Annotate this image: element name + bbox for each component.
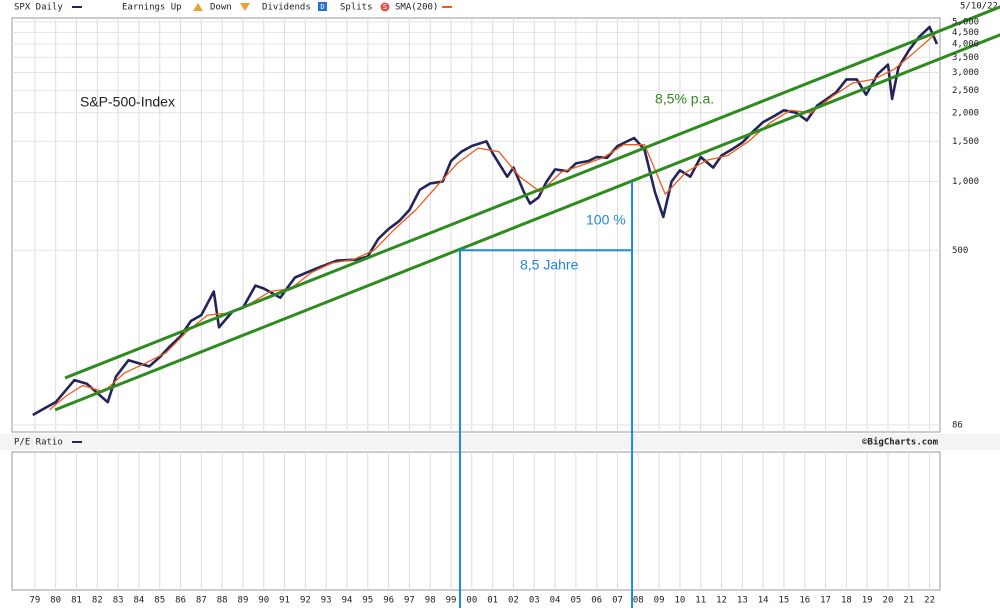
y-tick-label: 4,000 <box>952 40 979 50</box>
x-tick-label: 94 <box>342 596 353 606</box>
x-tick-label: 95 <box>362 596 373 606</box>
y-tick-label: 4,500 <box>952 28 979 38</box>
x-tick-label: 93 <box>321 596 332 606</box>
trendline <box>64 5 1000 380</box>
date-label: 5/10/22 <box>960 2 998 12</box>
credit: ©BigCharts.com <box>862 437 938 448</box>
x-tick-label: 04 <box>550 596 561 606</box>
lower-panel-title: P/E Ratio <box>14 438 63 448</box>
x-tick-label: 13 <box>737 596 748 606</box>
dividends-icon <box>318 2 327 11</box>
x-tick-label: 18 <box>841 596 852 606</box>
x-tick-label: 21 <box>903 596 914 606</box>
rise-label: 100 % <box>586 212 626 228</box>
x-tick-label: 10 <box>674 596 685 606</box>
trendline <box>54 33 1000 412</box>
x-tick-label: 19 <box>862 596 873 606</box>
x-tick-label: 22 <box>924 596 935 606</box>
x-tick-label: 84 <box>134 596 145 606</box>
x-tick-label: 06 <box>591 596 602 606</box>
x-tick-label: 90 <box>258 596 269 606</box>
x-tick-label: 20 <box>883 596 894 606</box>
x-tick-label: 98 <box>425 596 436 606</box>
earnings-down-icon <box>240 3 250 11</box>
x-tick-label: 86 <box>175 596 186 606</box>
x-tick-label: 89 <box>238 596 249 606</box>
y-tick-label: 1,000 <box>952 177 979 187</box>
x-tick-label: 88 <box>217 596 228 606</box>
y-tick-label: 500 <box>952 246 968 256</box>
pe-panel <box>11 451 941 591</box>
legend-label: Down <box>210 3 232 13</box>
legend-icon-letter: D <box>320 3 324 11</box>
x-tick-label: 87 <box>196 596 207 606</box>
x-tick-label: 80 <box>50 596 61 606</box>
legend-swatch <box>72 6 82 8</box>
legend-label: SMA(200) <box>395 3 438 13</box>
y-tick-label: 3,500 <box>952 53 979 63</box>
y-tick-label: 2,500 <box>952 86 979 96</box>
index-name: S&P-500-Index <box>80 94 175 110</box>
x-tick-label: 16 <box>799 596 810 606</box>
x-tick-label: 91 <box>279 596 290 606</box>
y-tick-label: 1,500 <box>952 137 979 147</box>
x-tick-label: 99 <box>446 596 457 606</box>
x-tick-label: 15 <box>779 596 790 606</box>
x-tick-label: 97 <box>404 596 415 606</box>
x-tick-label: 14 <box>758 596 769 606</box>
legend-swatch <box>442 6 452 8</box>
legend-icon-letter: S <box>383 3 387 11</box>
x-tick-label: 11 <box>695 596 706 606</box>
marks <box>32 5 1000 608</box>
x-tick-label: 09 <box>654 596 665 606</box>
price-line <box>32 25 939 417</box>
x-tick-label: 96 <box>383 596 394 606</box>
x-tick-label: 83 <box>113 596 124 606</box>
growth-label: 8,5% p.a. <box>655 91 714 107</box>
x-tick-label: 07 <box>612 596 623 606</box>
x-tick-label: 01 <box>487 596 498 606</box>
y-tick-label: 5,000 <box>952 17 979 27</box>
legend-label: SPX Daily <box>14 3 63 13</box>
x-tick-label: 17 <box>820 596 831 606</box>
y-tick-label: 2,000 <box>952 108 979 118</box>
x-tick-label: 08 <box>633 596 644 606</box>
y-tick-label: 3,000 <box>952 68 979 78</box>
x-tick-label: 85 <box>154 596 165 606</box>
splits-icon <box>380 2 390 12</box>
pe-legend-swatch <box>72 441 82 443</box>
x-tick-label: 92 <box>300 596 311 606</box>
price-panel <box>11 17 941 433</box>
x-tick-label: 79 <box>29 596 40 606</box>
x-tick-label: 00 <box>466 596 477 606</box>
y-tick-label: 86 <box>952 420 963 430</box>
x-tick-label: 02 <box>508 596 519 606</box>
earnings-up-icon <box>193 3 203 11</box>
lower-panel-header <box>0 434 1000 450</box>
legend: SPX Daily Earnings Up Down Dividends D Splits… <box>14 2 452 13</box>
x-tick-label: 03 <box>529 596 540 606</box>
x-tick-label: 82 <box>92 596 103 606</box>
x-tick-label: 81 <box>71 596 82 606</box>
x-tick-label: 05 <box>570 596 581 606</box>
span-label: 8,5 Jahre <box>520 257 579 273</box>
legend-label: Earnings Up <box>122 3 182 13</box>
x-tick-label: 12 <box>716 596 727 606</box>
legend-label: Splits <box>340 3 373 13</box>
legend-label: Dividends <box>262 3 311 13</box>
